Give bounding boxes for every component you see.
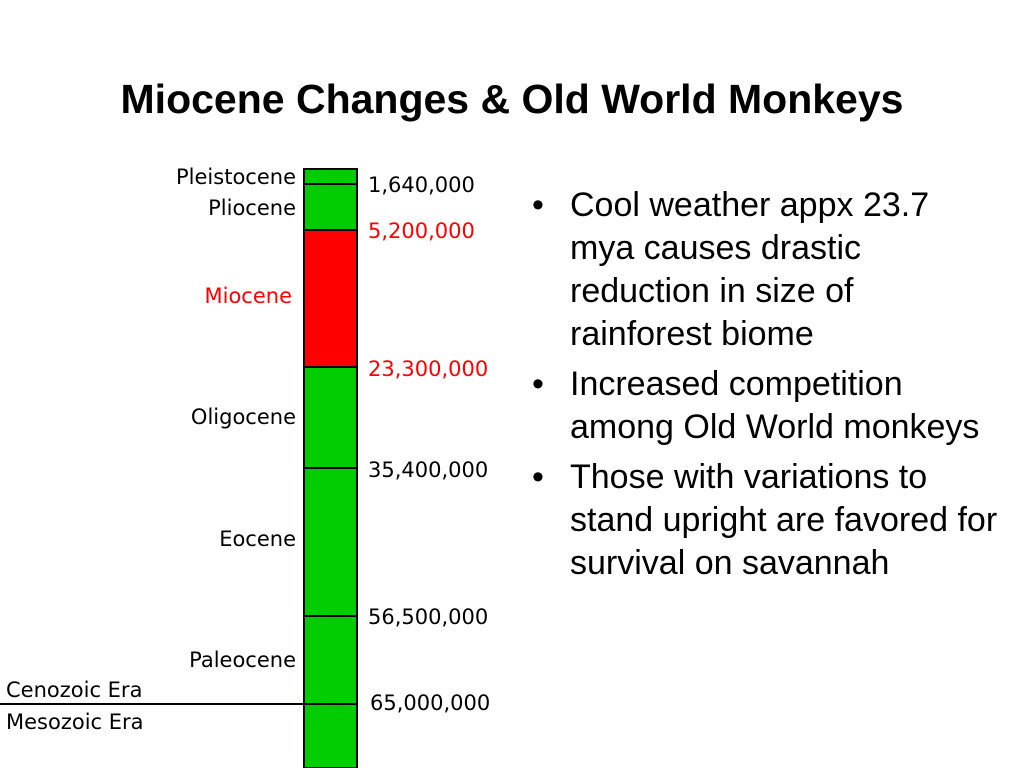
epoch-block-miocene: [303, 229, 358, 368]
epoch-label-oligocene: Oligocene: [191, 405, 296, 429]
epoch-label-pliocene: Pliocene: [208, 196, 296, 220]
boundary-year-5: 56,500,000: [368, 605, 488, 629]
epoch-block-eocene: [303, 467, 358, 617]
era-block-mesozoic: [303, 703, 358, 768]
bullet-marker: •: [532, 458, 544, 496]
epoch-block-paleocene: [303, 615, 358, 705]
bullet-marker: •: [532, 186, 544, 224]
epoch-block-oligocene: [303, 366, 358, 469]
era-label-mesozoic: Mesozoic Era: [6, 710, 144, 734]
bullet-marker: •: [532, 365, 544, 403]
boundary-year-4: 35,400,000: [368, 458, 488, 482]
boundary-year-6: 65,000,000: [370, 691, 490, 715]
bullet-item: • Increased competition among Old World …: [530, 363, 1000, 449]
epoch-block-pleistocene: [303, 168, 358, 185]
boundary-year-2: 5,200,000: [368, 219, 475, 243]
bullet-item: • Cool weather appx 23.7 mya causes dras…: [530, 184, 1000, 356]
bullet-list: • Cool weather appx 23.7 mya causes dras…: [530, 184, 1000, 592]
epoch-label-pleistocene: Pleistocene: [176, 165, 296, 189]
epoch-block-pliocene: [303, 183, 358, 231]
bullet-text: Those with variations to stand upright a…: [570, 458, 998, 582]
bullet-text: Cool weather appx 23.7 mya causes drasti…: [570, 186, 930, 353]
boundary-year-1: 1,640,000: [368, 173, 475, 197]
bullet-text: Increased competition among Old World mo…: [570, 365, 980, 446]
slide-title: Miocene Changes & Old World Monkeys: [120, 76, 904, 123]
epoch-label-eocene: Eocene: [219, 527, 296, 551]
era-label-cenozoic: Cenozoic Era: [6, 678, 142, 702]
bullet-item: • Those with variations to stand upright…: [530, 456, 1000, 585]
epoch-label-miocene: Miocene: [205, 284, 293, 308]
boundary-year-3: 23,300,000: [368, 357, 488, 381]
geologic-timescale: Pleistocene Pliocene Miocene Oligocene E…: [0, 165, 490, 768]
epoch-label-paleocene: Paleocene: [189, 648, 296, 672]
